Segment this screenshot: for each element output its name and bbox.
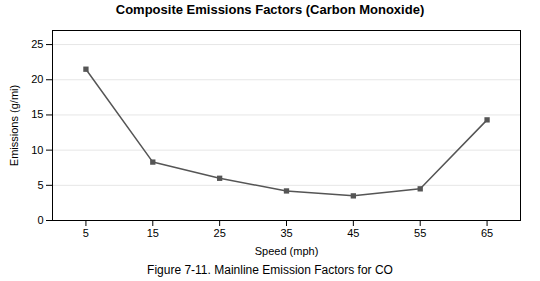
- html-text:Composite Emissions Factors (C: Composite Emissions Factors (Carbon Mono…: [115, 2, 425, 17]
- svg-text:Emissions (g/mi): Emissions (g/mi): [8, 85, 20, 166]
- svg-text:0: 0: [37, 214, 43, 226]
- svg-text:5: 5: [83, 227, 89, 239]
- svg-text:35: 35: [280, 227, 292, 239]
- svg-text:5: 5: [37, 179, 43, 191]
- svg-text:10: 10: [31, 144, 43, 156]
- svg-text:15: 15: [147, 227, 159, 239]
- svg-text:25: 25: [31, 38, 43, 50]
- svg-text:65: 65: [481, 227, 493, 239]
- svg-text:20: 20: [31, 73, 43, 85]
- svg-text:15: 15: [31, 108, 43, 120]
- svg-text:Speed (mph): Speed (mph): [255, 245, 319, 257]
- svg-text:55: 55: [414, 227, 426, 239]
- html-text:Figure 7-11. Mainline Emission: Figure 7-11. Mainline Emission Factors f…: [147, 263, 393, 277]
- svg-text:45: 45: [347, 227, 359, 239]
- svg-text:25: 25: [214, 227, 226, 239]
